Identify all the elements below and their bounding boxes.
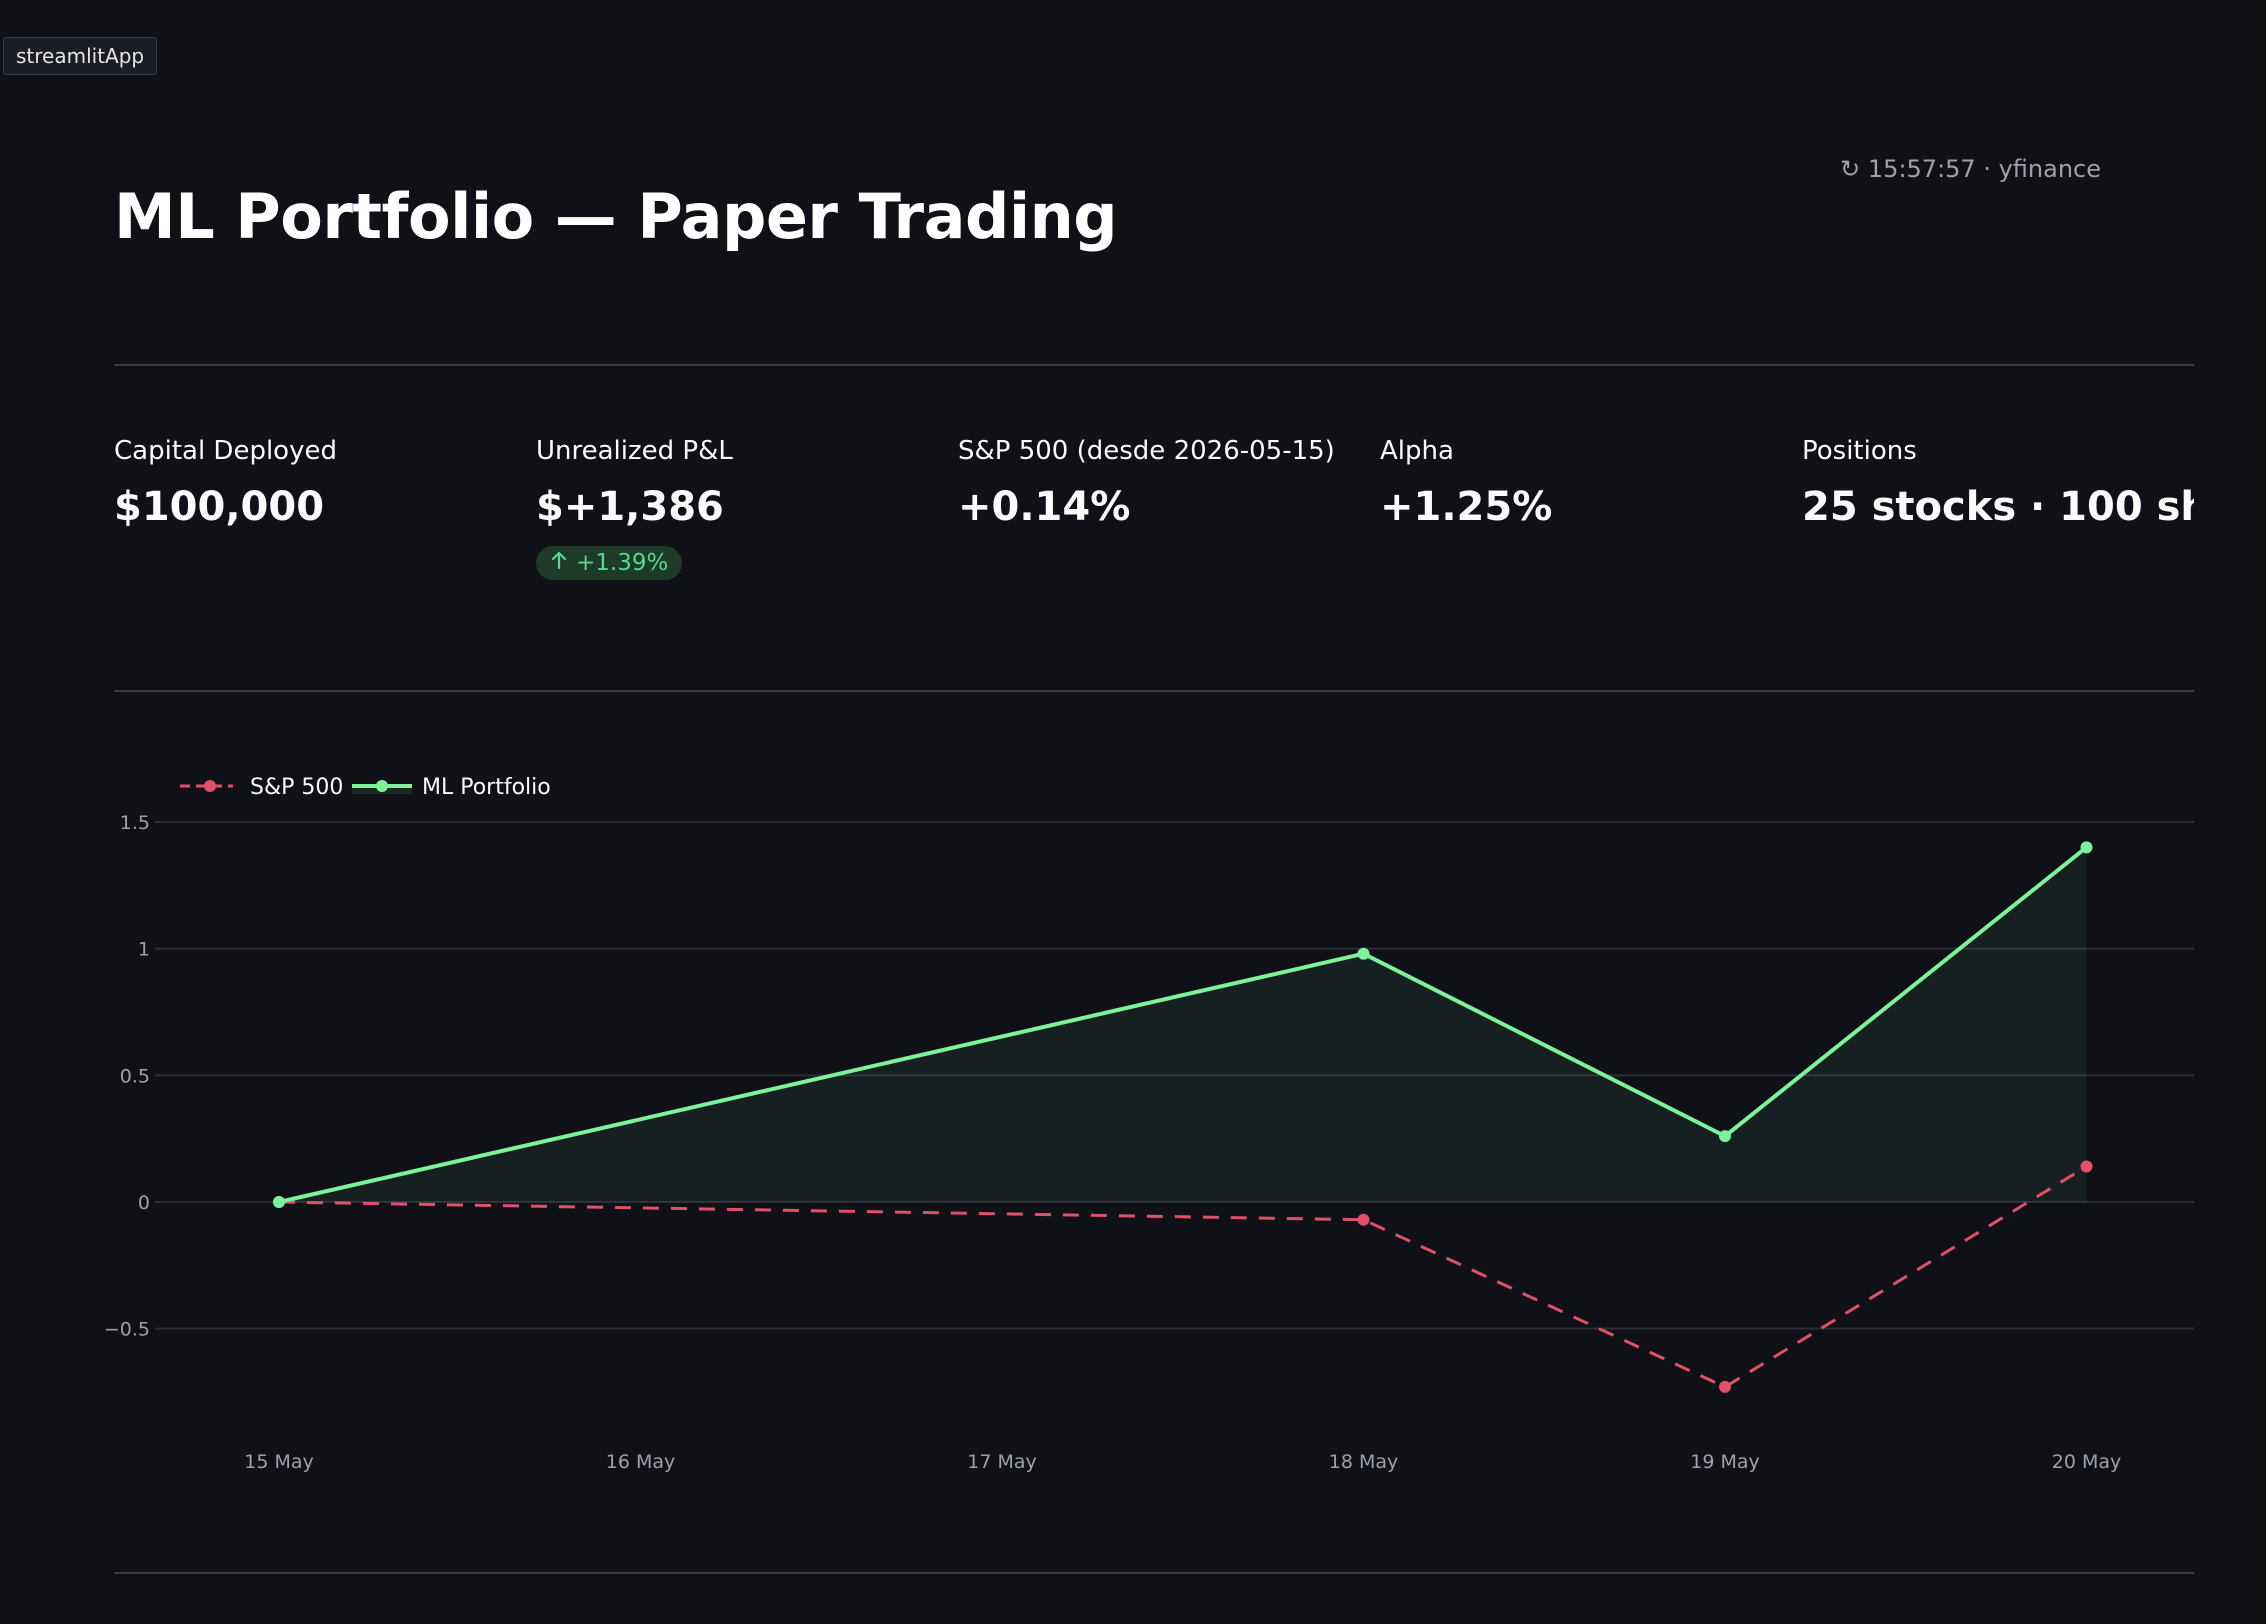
performance-chart-svg: 1.5 1 0.5 0 −0.5 15 May 16 May 17 May 18 May 19 M… xyxy=(104,775,2194,1473)
sp500-line xyxy=(278,1165,2088,1389)
app-tab[interactable]: streamlitApp xyxy=(3,37,158,75)
y-tick-label: 1.5 xyxy=(120,812,150,834)
metric-positions: Positions 25 stocks · 100 sh... xyxy=(1802,436,2194,530)
portfolio-point xyxy=(2080,841,2093,854)
y-tick-label: 1 xyxy=(138,939,150,961)
metric-value: +1.25% xyxy=(1380,484,1553,530)
metrics-divider xyxy=(114,690,2194,692)
x-tick-label: 19 May xyxy=(1690,1451,1760,1473)
metric-alpha: Alpha +1.25% xyxy=(1380,436,1780,530)
performance-chart[interactable]: 1.5 1 0.5 0 −0.5 15 May 16 May 17 May 18 May 19 M… xyxy=(100,740,2210,1500)
y-tick-label: 0 xyxy=(138,1192,150,1214)
metric-delta-badge: +1.39% xyxy=(536,546,683,580)
metric-value: $+1,386 xyxy=(536,484,724,530)
portfolio-area xyxy=(279,847,2087,1202)
x-tick-label: 20 May xyxy=(2052,1451,2122,1473)
arrow-up-icon xyxy=(550,550,568,576)
legend-portfolio-label: ML Portfolio xyxy=(422,775,551,800)
header-divider xyxy=(114,364,2194,366)
portfolio-point xyxy=(273,1196,285,1208)
portfolio-point xyxy=(1719,1130,1731,1143)
metric-label: Capital Deployed xyxy=(114,436,337,466)
x-tick-label: 17 May xyxy=(967,1451,1037,1473)
metric-label: Alpha xyxy=(1380,436,1454,466)
sp500-point xyxy=(2080,1160,2093,1173)
footer-divider xyxy=(114,1572,2194,1574)
legend-sp500-marker xyxy=(204,780,216,792)
metric-value: +0.14% xyxy=(958,484,1131,530)
metric-value: $100,000 xyxy=(114,484,325,530)
metric-capital-deployed: Capital Deployed $100,000 xyxy=(114,436,514,530)
y-tick-label: −0.5 xyxy=(104,1319,150,1341)
page-title: ML Portfolio — Paper Trading xyxy=(114,180,1118,253)
sp500-point xyxy=(1357,1213,1370,1226)
metric-unrealized-pnl: Unrealized P&L $+1,386 +1.39% xyxy=(536,436,936,580)
metric-label: Positions xyxy=(1802,436,1917,466)
x-tick-label: 15 May xyxy=(244,1451,314,1473)
metrics-row: Capital Deployed $100,000 Unrealized P&L… xyxy=(114,436,2194,596)
legend-sp500-label: S&P 500 xyxy=(250,775,343,800)
sp500-point xyxy=(1719,1380,1731,1393)
metric-sp500: S&P 500 (desde 2026-05-15) +0.14% xyxy=(958,436,1358,530)
metric-label: S&P 500 (desde 2026-05-15) xyxy=(958,436,1335,466)
metric-label: Unrealized P&L xyxy=(536,436,733,466)
y-tick-label: 0.5 xyxy=(120,1065,150,1087)
metric-delta-value: +1.39% xyxy=(576,550,669,576)
portfolio-point xyxy=(1357,947,1370,960)
portfolio-line xyxy=(278,845,2088,1204)
x-tick-label: 16 May xyxy=(606,1451,676,1473)
x-tick-label: 18 May xyxy=(1329,1451,1399,1473)
legend-portfolio-marker xyxy=(376,780,388,792)
metric-value: 25 stocks · 100 sh... xyxy=(1802,484,2194,530)
refresh-status: ↻ 15:57:57 · yfinance xyxy=(1840,155,2101,183)
